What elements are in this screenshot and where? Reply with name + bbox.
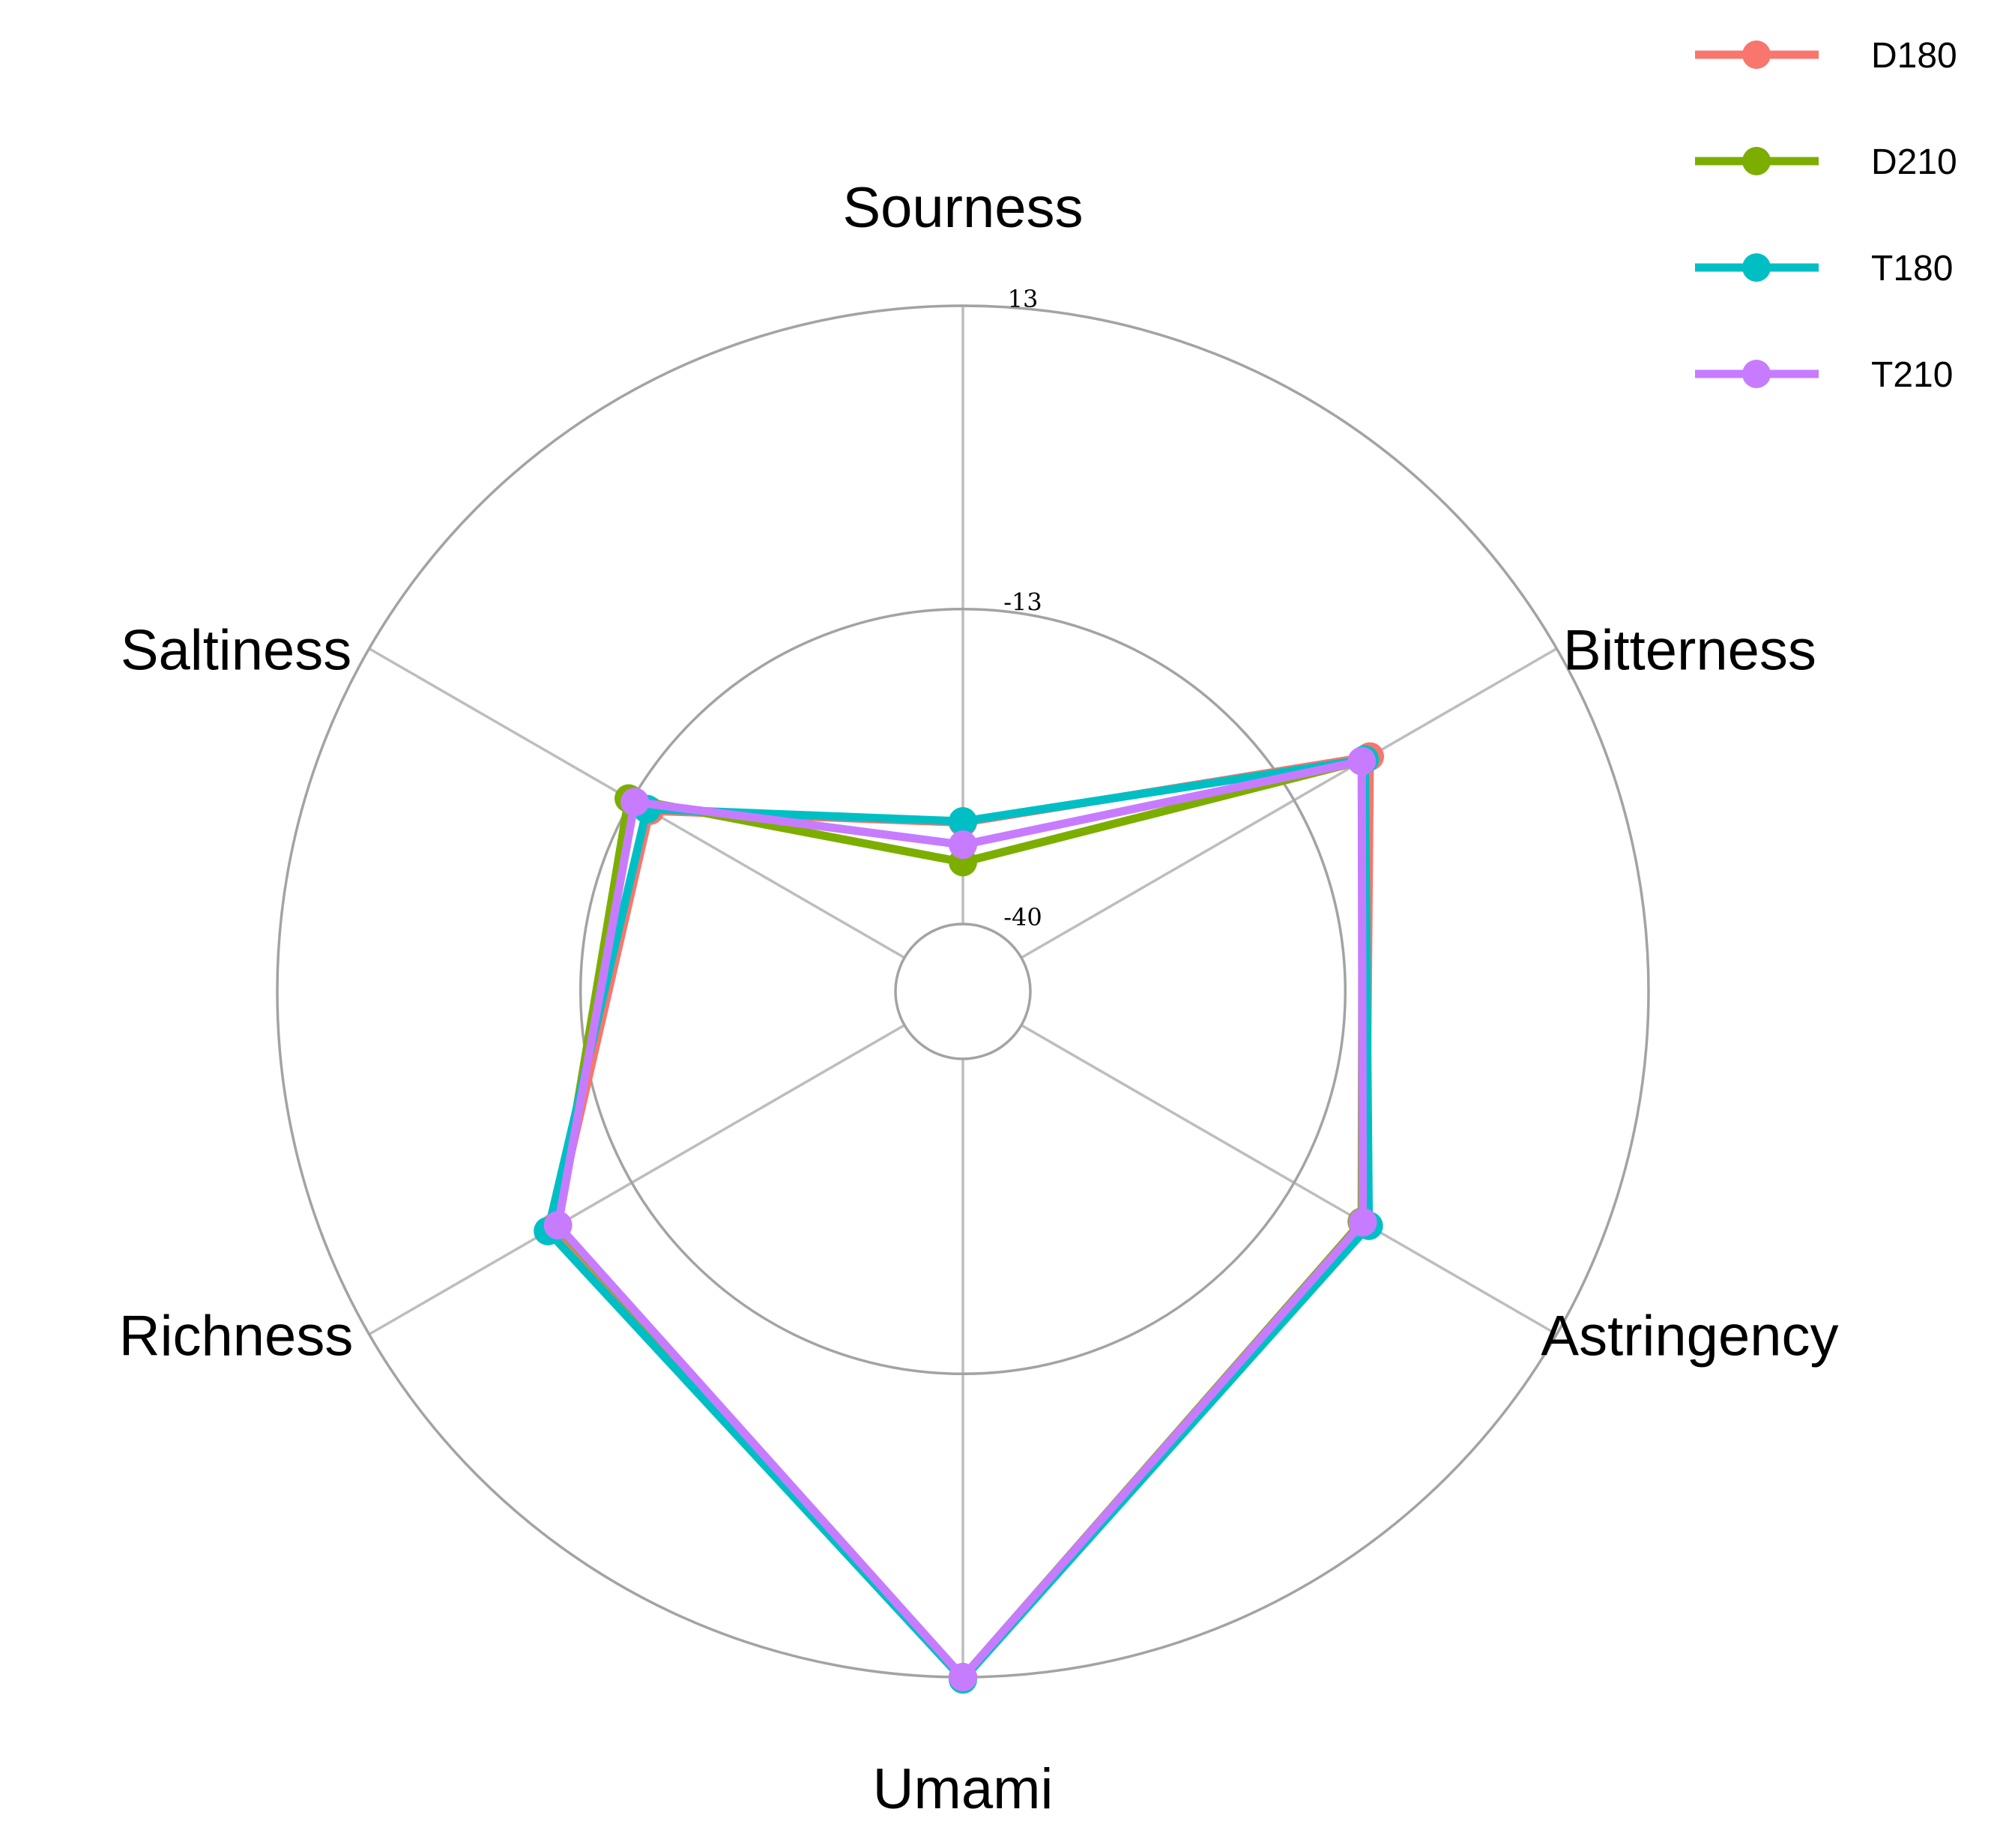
axis-label-umami: Umami: [873, 1757, 1054, 1821]
legend-label: T210: [1871, 355, 1953, 395]
legend: D180 D210 T180 T210: [1695, 36, 1957, 395]
series-t210: [543, 746, 1377, 1691]
legend-item-d210: D210: [1695, 142, 1957, 182]
grid-ring-2: [894, 923, 1032, 1060]
series-line-t180: [543, 755, 1374, 1684]
series-group: [534, 742, 1385, 1694]
point-t210-richness: [543, 1210, 573, 1239]
series-line-t210: [554, 757, 1368, 1682]
point-t180-sourness: [949, 807, 977, 836]
spoke-richness: [368, 1024, 905, 1336]
legend-swatch-marker: [1742, 360, 1771, 388]
spoke-bitterness: [1021, 647, 1558, 959]
axis-label-richness: Richness: [119, 1305, 354, 1368]
axis-labels: Sourness Bitterness Astringency Umami Richne…: [119, 176, 1839, 1821]
axis-label-bitterness: Bitterness: [1563, 619, 1816, 683]
point-t210-astringency: [1348, 1208, 1377, 1237]
series-line-d210: [552, 756, 1368, 1682]
grid-ring-1: [578, 607, 1347, 1376]
ring-tick-labels: 13 -13 -40: [1003, 285, 1042, 931]
legend-swatch-marker: [1742, 147, 1771, 175]
spoke-astringency: [1021, 1024, 1558, 1336]
ring-tick-label-0: 13: [1008, 285, 1039, 313]
legend-label: T180: [1871, 249, 1953, 289]
legend-swatch-marker: [1742, 253, 1771, 282]
series-d210: [543, 746, 1377, 1691]
ring-tick-label-1: -13: [1003, 588, 1042, 617]
ring-tick-label-2: -40: [1003, 903, 1042, 931]
axis-label-saltiness: Saltiness: [121, 619, 351, 683]
legend-item-d180: D180: [1695, 36, 1957, 76]
legend-label: D180: [1871, 36, 1957, 76]
axis-label-sourness: Sourness: [842, 176, 1083, 240]
point-t210-bitterness: [1347, 746, 1377, 776]
legend-swatch-marker: [1742, 40, 1771, 69]
legend-label: D210: [1871, 142, 1957, 182]
legend-item-t210: T210: [1695, 355, 1953, 395]
point-t210-sourness: [949, 830, 977, 860]
legend-item-t180: T180: [1695, 249, 1953, 289]
axis-label-astringency: Astringency: [1541, 1305, 1838, 1368]
point-t210-saltiness: [620, 788, 650, 817]
point-t210-umami: [949, 1663, 977, 1691]
series-t180: [534, 745, 1383, 1694]
radar-grid: [276, 304, 1650, 1679]
